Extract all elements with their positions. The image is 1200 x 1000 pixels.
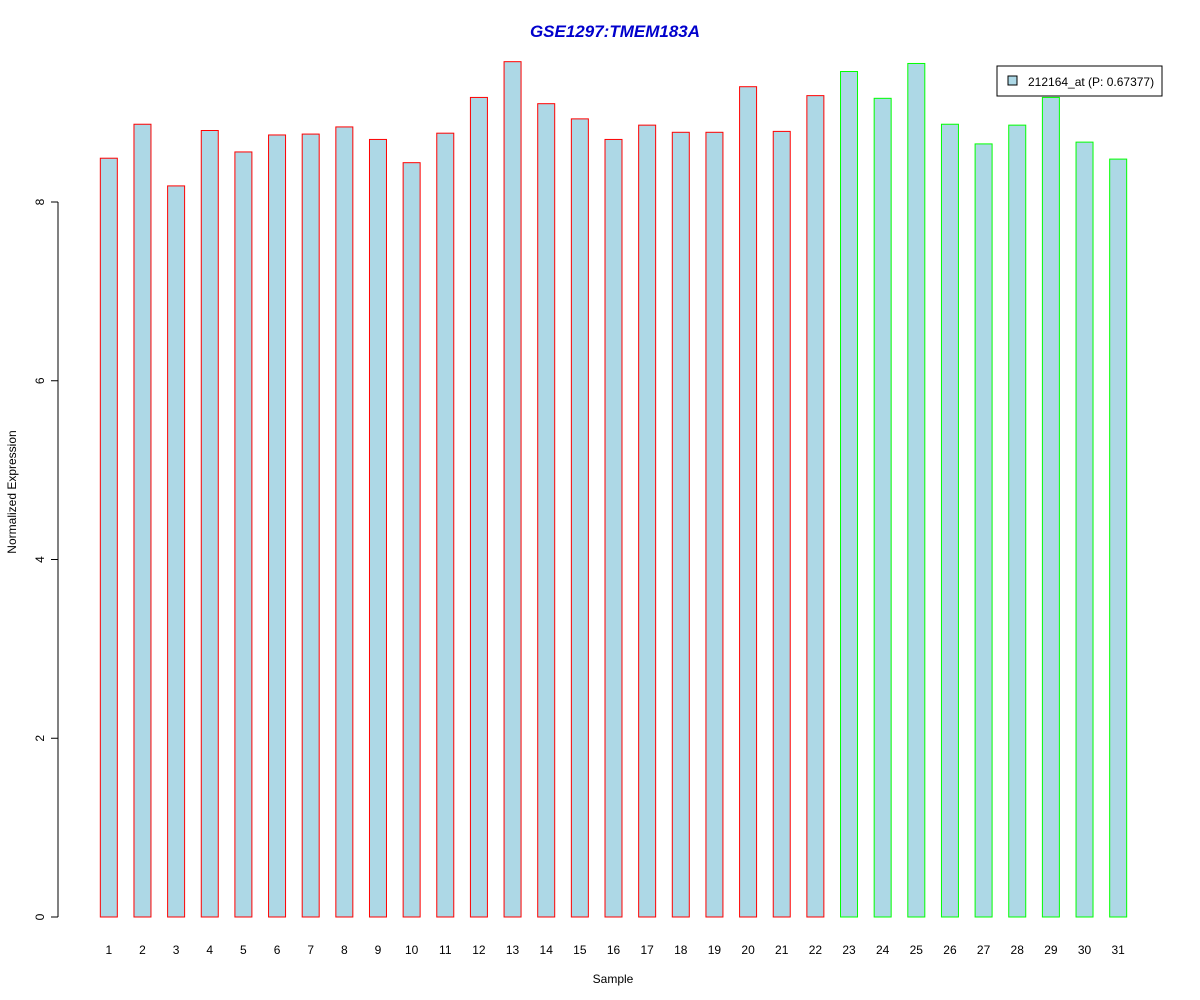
x-tick-label: 20 <box>741 943 755 957</box>
chart-title: GSE1297:TMEM183A <box>530 22 700 41</box>
x-tick-label: 27 <box>977 943 991 957</box>
y-tick-label: 6 <box>33 377 47 384</box>
y-tick-label: 0 <box>33 913 47 920</box>
bar <box>368 138 387 918</box>
x-tick-label: 14 <box>540 943 554 957</box>
bar <box>234 151 253 918</box>
bar <box>840 71 859 918</box>
bar <box>99 157 118 918</box>
y-tick-label: 4 <box>33 556 47 563</box>
x-tick-label: 31 <box>1112 943 1126 957</box>
bar <box>638 124 657 918</box>
bar <box>301 133 320 918</box>
x-tick-label: 2 <box>139 943 146 957</box>
y-tick-label: 2 <box>33 735 47 742</box>
x-tick-label: 1 <box>105 943 112 957</box>
bar <box>503 61 522 918</box>
bar <box>772 130 791 918</box>
x-tick-label: 19 <box>708 943 722 957</box>
x-tick-label: 4 <box>206 943 213 957</box>
bar <box>907 62 926 918</box>
x-tick-label: 9 <box>375 943 382 957</box>
x-tick-label: 8 <box>341 943 348 957</box>
y-axis-title: Normalized Expression <box>5 430 19 553</box>
bar <box>436 132 455 918</box>
bar <box>469 96 488 918</box>
bar <box>1008 124 1027 918</box>
y-axis: 0 2 4 6 8 <box>33 198 59 920</box>
bar <box>268 134 287 918</box>
bar <box>974 143 993 918</box>
legend-swatch <box>1007 75 1018 86</box>
x-tick-label: 17 <box>640 943 654 957</box>
x-tick-label: 30 <box>1078 943 1092 957</box>
bar <box>1109 158 1128 918</box>
legend-label: 212164_at (P: 0.67377) <box>1028 75 1154 89</box>
bar <box>200 130 219 918</box>
x-tick-label: 3 <box>173 943 180 957</box>
legend: 212164_at (P: 0.67377) <box>996 65 1163 97</box>
x-tick-label: 10 <box>405 943 419 957</box>
bar <box>940 123 959 918</box>
x-tick-label: 28 <box>1011 943 1025 957</box>
x-tick-label: 6 <box>274 943 281 957</box>
bar <box>671 131 690 918</box>
bar <box>133 123 152 918</box>
bar <box>167 185 186 918</box>
x-tick-label: 16 <box>607 943 621 957</box>
x-tick-label: 13 <box>506 943 520 957</box>
x-tick-label: 18 <box>674 943 688 957</box>
x-tick-label: 12 <box>472 943 486 957</box>
x-tick-label: 21 <box>775 943 789 957</box>
bar <box>335 126 354 918</box>
x-tick-label: 5 <box>240 943 247 957</box>
bar <box>537 103 556 918</box>
x-tick-label: 29 <box>1044 943 1058 957</box>
bar <box>873 97 892 918</box>
bar <box>806 95 825 918</box>
bar <box>604 138 623 918</box>
x-tick-labels: 1 2 3 4 5 6 7 8 9 10 11 12 13 14 15 16 17 18 19 20 21 22 23 24 2… <box>105 943 1125 957</box>
bar <box>402 162 421 918</box>
x-axis-title: Sample <box>593 972 634 986</box>
x-tick-label: 15 <box>573 943 587 957</box>
x-tick-label: 23 <box>842 943 856 957</box>
bar <box>1041 96 1060 918</box>
x-tick-label: 25 <box>910 943 924 957</box>
x-tick-label: 24 <box>876 943 890 957</box>
bar <box>739 86 758 918</box>
bar <box>570 118 589 918</box>
x-tick-label: 22 <box>809 943 823 957</box>
x-tick-label: 7 <box>307 943 314 957</box>
x-tick-label: 11 <box>439 943 452 957</box>
x-tick-label: 26 <box>943 943 957 957</box>
y-tick-label: 8 <box>33 198 47 205</box>
bars <box>99 61 1128 918</box>
bar <box>1075 141 1094 918</box>
legend-box <box>996 65 1163 97</box>
bar <box>705 131 724 918</box>
